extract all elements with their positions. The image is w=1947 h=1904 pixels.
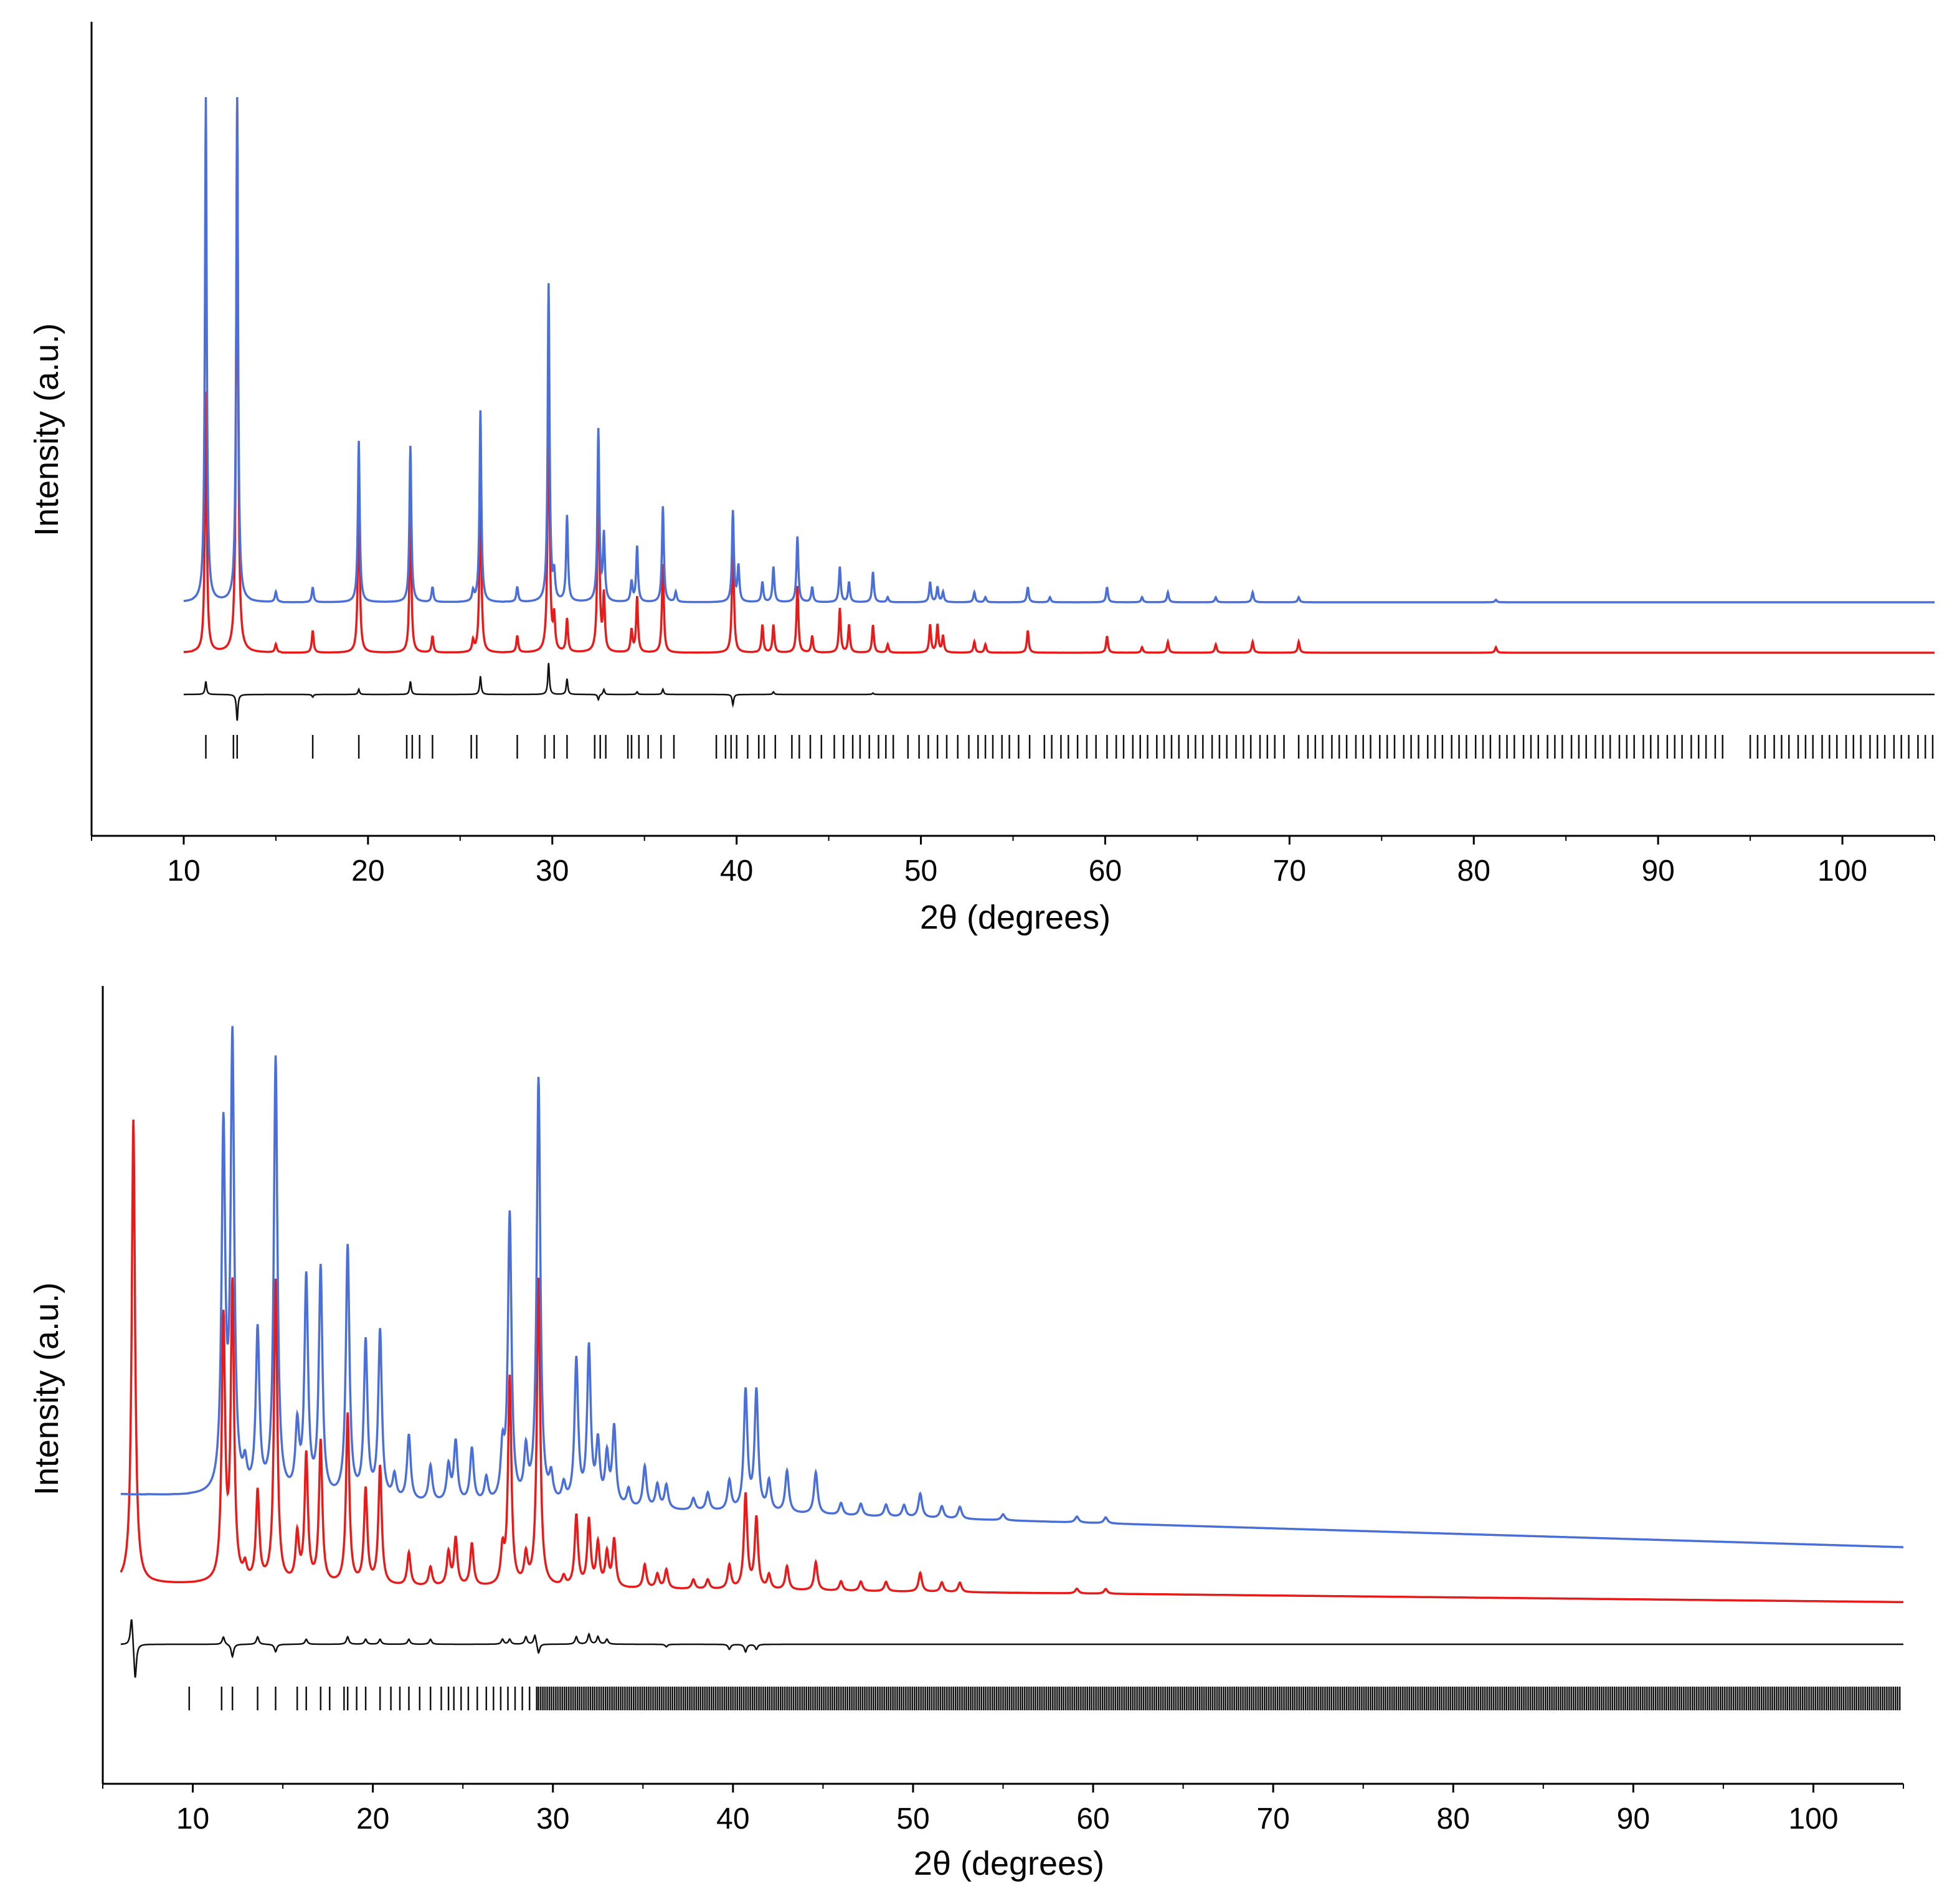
top-ticks-tick-label: 90: [1641, 855, 1674, 888]
bottom-ticks-tick-label: 80: [1437, 1802, 1470, 1835]
bottom-ticks-tick-label: 90: [1617, 1802, 1650, 1835]
bottom-calculated-curve: [120, 1119, 1903, 1604]
top-ticks-tick-label: 40: [720, 855, 753, 888]
top-calculated-curve: [183, 98, 1935, 654]
bottom-ticks-tick-label: 20: [356, 1802, 389, 1835]
top-ticks-tick-label: 100: [1817, 855, 1867, 888]
top-y-axis-title: Intensity (a.u.): [28, 323, 65, 536]
bottom-ticks-tick-label: 60: [1076, 1802, 1109, 1835]
bottom-difference-curve: [120, 1619, 1903, 1678]
top-x-axis-title: 2θ (degrees): [920, 899, 1111, 936]
bottom-ticks-tick-label: 10: [176, 1802, 209, 1835]
bottom-ticks-tick-label: 70: [1256, 1802, 1289, 1835]
bottom-x-axis-title: 2θ (degrees): [914, 1845, 1104, 1882]
bottom-ticks-tick-label: 50: [896, 1802, 929, 1835]
top-ticks-tick-label: 30: [536, 855, 569, 888]
bottom-ticks-tick-label: 100: [1788, 1802, 1838, 1835]
top-ticks-tick-label: 80: [1457, 855, 1490, 888]
bottom-ticks-tick-label: 40: [716, 1802, 749, 1835]
top-ticks-tick-label: 20: [351, 855, 384, 888]
bottom-ticks-tick-label: 30: [536, 1802, 569, 1835]
top-ticks-tick-label: 60: [1089, 855, 1122, 888]
top-difference-curve: [183, 663, 1935, 721]
bottom-y-axis-title: Intensity (a.u.): [28, 1282, 65, 1495]
bottom-observed-curve: [120, 1026, 1903, 1548]
top-ticks-tick-label: 70: [1273, 855, 1306, 888]
top-panel: 10 20 30 40 50 60 70 80 90 100 2θ (degrees) Inten…: [28, 22, 1935, 936]
top-observed-curve: [183, 97, 1935, 604]
top-ticks-tick-label: 10: [167, 855, 200, 888]
top-ticks-tick-label: 50: [904, 855, 937, 888]
bottom-panel: 10 20 30 40 50 60 70 80 90 100 2θ (degrees) Inten…: [28, 986, 1904, 1882]
